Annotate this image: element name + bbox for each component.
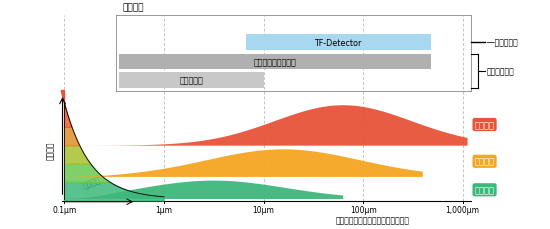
Bar bbox=[246, 35, 431, 51]
Text: 状態悪化: 状態悪化 bbox=[475, 157, 494, 166]
Polygon shape bbox=[64, 181, 343, 199]
Polygon shape bbox=[64, 128, 80, 146]
Text: フェログラフィー法: フェログラフィー法 bbox=[254, 58, 296, 67]
Text: 0.1μm: 0.1μm bbox=[52, 205, 76, 215]
Polygon shape bbox=[64, 164, 111, 183]
Polygon shape bbox=[64, 106, 468, 146]
Text: 鉄粉濃度: 鉄粉濃度 bbox=[46, 140, 55, 159]
Text: 通常摩耗: 通常摩耗 bbox=[475, 185, 494, 194]
Text: ｝ラボで分析: ｝ラボで分析 bbox=[487, 67, 514, 76]
Text: 分析方法: 分析方法 bbox=[122, 3, 144, 12]
Polygon shape bbox=[64, 109, 72, 128]
Text: 10μm: 10μm bbox=[252, 205, 274, 215]
Text: 1μm: 1μm bbox=[156, 205, 173, 215]
Text: 時間経過: 時間経過 bbox=[82, 174, 103, 189]
Text: 異常発生: 異常発生 bbox=[475, 120, 494, 129]
Polygon shape bbox=[64, 183, 164, 201]
Polygon shape bbox=[64, 150, 423, 177]
Text: 摩耗粉の大きさ　マイクロメートル: 摩耗粉の大きさ マイクロメートル bbox=[336, 215, 410, 225]
Text: 100μm: 100μm bbox=[350, 205, 376, 215]
Text: 1,000μm: 1,000μm bbox=[446, 205, 480, 215]
Polygon shape bbox=[61, 91, 66, 109]
Text: 分光分析法: 分光分析法 bbox=[179, 76, 204, 85]
Polygon shape bbox=[64, 146, 91, 164]
Bar bbox=[119, 73, 263, 88]
Text: TF-Detector: TF-Detector bbox=[315, 38, 362, 48]
Text: ―現場で計測: ―現場で計測 bbox=[487, 38, 517, 48]
Bar bbox=[119, 55, 431, 70]
